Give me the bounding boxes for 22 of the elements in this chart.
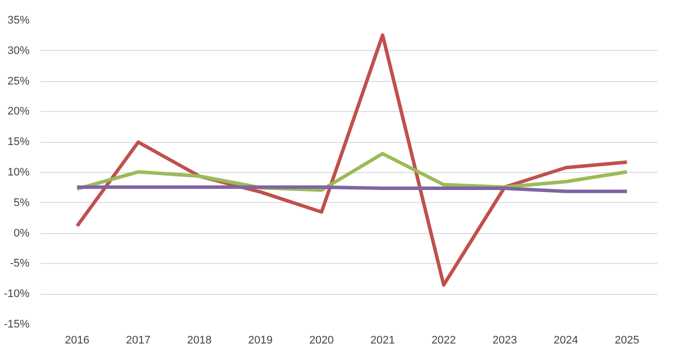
y-tick-label: 25% (7, 75, 30, 88)
x-tick-label: 2017 (126, 334, 150, 346)
x-tick-label: 2019 (248, 334, 273, 346)
y-tick-label: -10% (4, 288, 30, 300)
x-tick-label: 2023 (492, 334, 518, 346)
y-tick-label: 10% (7, 166, 30, 178)
x-tick-label: 2021 (370, 334, 395, 346)
line-series (75, 33, 629, 287)
y-tick-label: 15% (7, 136, 30, 148)
y-tick-label: 30% (7, 44, 30, 57)
x-tick-label: 2018 (187, 334, 212, 346)
y-tick-label: -15% (4, 318, 30, 330)
x-tick-label: 2025 (614, 334, 640, 346)
y-tick-label: 20% (7, 106, 30, 118)
x-tick-label: 2020 (309, 334, 334, 346)
x-tick-label: 2016 (64, 334, 90, 346)
y-tick-label: 0% (14, 227, 30, 240)
y-tick-label: 5% (14, 196, 30, 209)
x-tick-label: 2022 (431, 334, 456, 346)
y-tick-label: 35% (7, 14, 30, 26)
y-tick-label: -5% (10, 258, 30, 270)
x-tick-label: 2024 (554, 334, 578, 346)
